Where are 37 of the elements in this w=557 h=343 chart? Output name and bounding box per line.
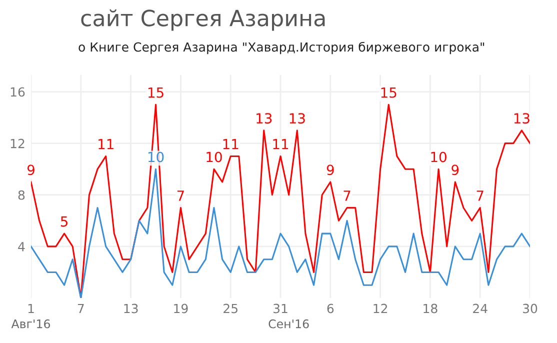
x-tick-label: 1 xyxy=(28,304,34,314)
data-label: 10 xyxy=(148,152,164,162)
chart-subtitle: о Книге Сергея Азарина "Хавард.История биржевого игрока" xyxy=(78,42,484,54)
data-label: 11 xyxy=(223,139,238,150)
x2-tick-label: Авг'16 xyxy=(11,319,50,328)
x-tick-label: 7 xyxy=(78,304,84,314)
data-label: 13 xyxy=(290,113,305,124)
y-tick-label: 8 xyxy=(18,190,25,200)
data-label: 7 xyxy=(476,190,484,201)
data-label: 15 xyxy=(148,87,164,98)
chart-title: сайт Сергея Азарина xyxy=(81,9,325,31)
data-label: 10 xyxy=(206,152,222,162)
data-label: 13 xyxy=(256,113,272,124)
x-tick-label: 18 xyxy=(424,304,438,314)
x-tick-label: 19 xyxy=(174,304,188,314)
data-label: 7 xyxy=(344,190,350,201)
data-label: 11 xyxy=(98,139,114,150)
y-tick-label: 16 xyxy=(10,87,25,97)
data-label: 9 xyxy=(452,164,459,176)
x2-tick-label: Сен'16 xyxy=(268,319,309,328)
x-tick-label: 13 xyxy=(124,304,138,314)
data-label: 11 xyxy=(273,139,288,150)
data-label: 7 xyxy=(177,190,184,201)
data-label: 9 xyxy=(27,164,34,176)
y-tick-label: 4 xyxy=(18,242,25,252)
data-label: 10 xyxy=(431,152,446,162)
x-tick-label: 6 xyxy=(327,304,334,314)
x-tick-label: 31 xyxy=(274,304,288,314)
data-label: 13 xyxy=(514,113,530,124)
data-label: 5 xyxy=(60,216,68,227)
data-label: 9 xyxy=(326,164,334,176)
x-tick-label: 24 xyxy=(473,304,488,314)
x-tick-label: 30 xyxy=(523,304,538,314)
x-tick-label: 25 xyxy=(224,304,238,314)
x-tick-label: 12 xyxy=(374,304,387,314)
data-label: 15 xyxy=(381,87,396,98)
y-tick-label: 12 xyxy=(10,138,24,148)
